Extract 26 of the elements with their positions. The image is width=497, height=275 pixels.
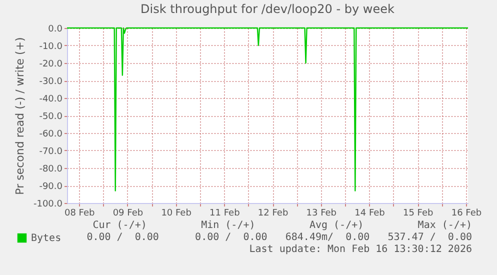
text: Last update: Mon Feb 16 13:30:12 2026 [248,244,472,256]
x-tick-label: 09 Feb [112,208,144,218]
y-tick-label: -20.0 [39,60,63,70]
x-tick-label: 13 Feb [306,208,337,218]
y-tick-label: -90.0 [39,182,63,192]
x-tick-label: 12 Feb [258,208,288,218]
y-tick-label: -10.0 [39,42,63,52]
y-tick-label: -40.0 [39,94,63,104]
x-tick-label: 10 Feb [161,208,192,218]
y-tick-label: -30.0 [39,77,63,87]
y-axis-title: Pr second read (-) / write (+) [13,37,26,195]
y-tick-label: -60.0 [39,130,63,140]
x-tick-label: 11 Feb [210,208,240,218]
x-tick-label: 15 Feb [403,208,434,218]
y-tick-label: -80.0 [39,164,63,174]
text: Cur (-/+) Min (-/+) Avg (-/+) Max (-/+) [92,220,472,232]
y-tick-label: -70.0 [39,147,63,157]
text: 0.00 / 0.00 0.00 / 0.00 684.49m/ 0.00 537.47 / 0.00 [86,232,472,244]
y-tick-label: 0.0 [48,24,63,34]
legend-label: Bytes [31,233,62,244]
x-tick-label: 14 Feb [354,208,386,218]
y-tick-label: -100.0 [33,200,63,210]
y-tick-label: -50.0 [39,112,63,122]
chart-title: Disk throughput for /dev/loop20 - by week [140,2,394,16]
x-tick-label: 08 Feb [64,208,95,218]
x-tick-label: 16 Feb [451,208,482,218]
